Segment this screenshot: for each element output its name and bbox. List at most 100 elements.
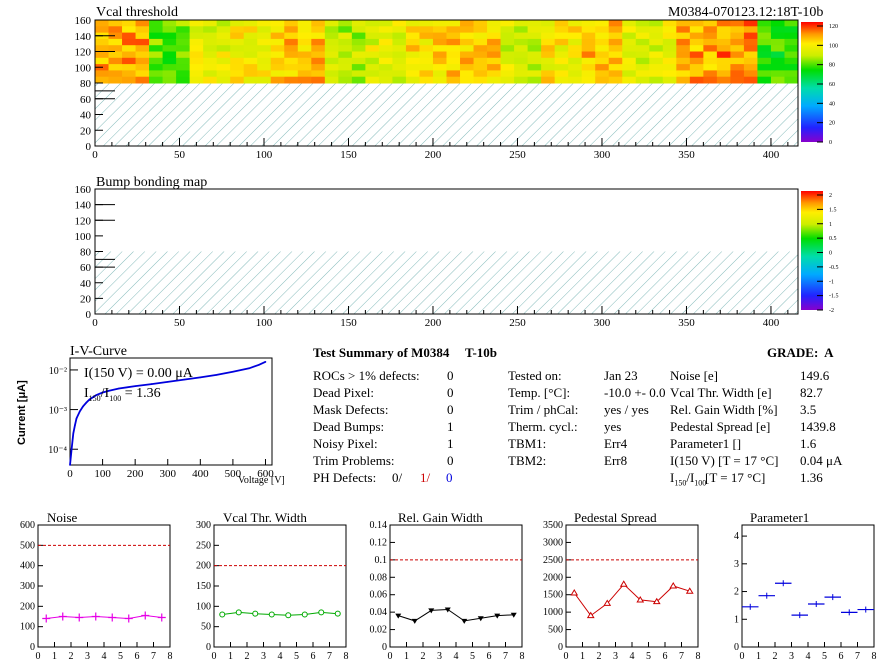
map1-cell: [595, 32, 610, 40]
map1-cell: [162, 38, 177, 46]
map1-cell: [770, 38, 785, 46]
iv-point: [199, 376, 202, 379]
map1-cell: [270, 57, 285, 65]
plot4-y-tick-label: 4: [734, 531, 739, 542]
map1-cell: [392, 64, 407, 71]
map1-cell: [135, 26, 150, 34]
map1-cell: [743, 70, 758, 78]
map1-cell: [189, 76, 204, 84]
map1-cell: [487, 57, 502, 65]
plot3-x-tick-label: 7: [679, 651, 684, 662]
map1-cell: [473, 57, 488, 65]
map1-cell: [216, 76, 231, 84]
map1-cell: [365, 70, 380, 78]
map1-cell: [716, 26, 731, 34]
plot4-y-tick-label: 2: [734, 587, 739, 598]
map1-cell: [95, 45, 110, 52]
plot2-frame: [389, 524, 523, 648]
map1-cell: [608, 45, 623, 52]
map1-cell: [460, 64, 475, 71]
plot1-x-tick-label: 1: [228, 651, 233, 662]
map1-y-tick-label: 40: [80, 110, 92, 122]
map1-cell: [378, 51, 393, 59]
map2-x-tick-label: 150: [340, 317, 357, 329]
map1-cell: [487, 32, 502, 40]
map1-cell: [473, 26, 488, 34]
map1-cell: [419, 70, 434, 78]
map1-cell: [568, 76, 583, 84]
map1-cell: [554, 57, 569, 65]
map1-cell: [446, 76, 461, 84]
map1-cell: [460, 70, 475, 78]
map1-cell: [405, 51, 420, 59]
iv-y-tick-label: 10⁻²: [49, 366, 67, 377]
map1-cell: [284, 38, 299, 46]
grade-value: A: [824, 345, 834, 360]
map1-cell: [297, 64, 312, 71]
map1-cell: [297, 26, 312, 34]
plot0-x-tick-label: 2: [69, 651, 74, 662]
map1-cell: [500, 45, 515, 52]
plot4-y-tick-label: 1: [734, 614, 739, 625]
sum-left-label: ROCs > 1% defects:: [313, 368, 420, 383]
plot2-y-tick-label: 0.04: [370, 607, 388, 618]
map1-cell: [324, 26, 339, 34]
plot3-series-line: [573, 583, 690, 617]
map1-cell: [622, 57, 637, 65]
map1-cell: [270, 70, 285, 78]
map1-cell: [473, 32, 488, 40]
plot2-point: [411, 618, 418, 624]
map1-cell: [189, 51, 204, 59]
map1-cell: [649, 45, 664, 52]
map1-cell: [716, 76, 731, 84]
map1-cell: [324, 32, 339, 40]
plot0-y-tick-label: 100: [20, 622, 35, 633]
map1-cell: [243, 26, 258, 34]
plot2-point: [395, 613, 402, 619]
map2-x-tick-label: 350: [678, 317, 695, 329]
map1-cell: [649, 26, 664, 34]
map1-cell: [392, 51, 407, 59]
map1-cell: [203, 20, 218, 27]
map1-cell: [473, 51, 488, 59]
iv-point: [95, 394, 97, 397]
map1-cell: [541, 45, 556, 52]
map1-cell: [135, 38, 150, 46]
map1-cell: [284, 26, 299, 34]
plot4-x-tick-label: 3: [789, 651, 794, 662]
map1-cell: [743, 26, 758, 34]
map1-cell: [730, 45, 745, 52]
map1-y-tick-label: 60: [80, 94, 92, 106]
map1-cell: [595, 76, 610, 84]
map1-cell: [432, 64, 447, 71]
map1-cell: [554, 64, 569, 71]
plot2-x-tick-label: 6: [487, 651, 492, 662]
map1-cell: [662, 51, 677, 59]
plot2-x-tick-label: 4: [454, 651, 459, 662]
plot1-x-tick-label: 5: [294, 651, 299, 662]
map1-cell: [311, 70, 326, 78]
sum-left-label: Dead Bumps:: [313, 419, 385, 434]
map1-cell: [622, 38, 637, 46]
map1-cell: [230, 57, 245, 65]
plot2-x-tick-label: 1: [404, 651, 409, 662]
map1-cell: [270, 32, 285, 40]
map1-cell: [460, 38, 475, 46]
map1-cell: [743, 38, 758, 46]
map1-cell: [243, 51, 258, 59]
plot3-point: [603, 599, 612, 606]
map1-cell: [757, 51, 772, 59]
map1-cell: [324, 38, 339, 46]
map1-cell: [284, 70, 299, 78]
map1-z-tick-label: 40: [829, 101, 835, 107]
map1-cell: [311, 51, 326, 59]
map1-cell: [243, 64, 258, 71]
map1-cell: [541, 26, 556, 34]
sum-left-value: 0: [447, 385, 454, 400]
iv-point: [134, 385, 136, 387]
iv-point: [82, 405, 84, 408]
plot0-x-tick-label: 6: [135, 651, 140, 662]
map1-cell: [135, 64, 150, 71]
sum-right-value: 1439.8: [800, 419, 836, 434]
